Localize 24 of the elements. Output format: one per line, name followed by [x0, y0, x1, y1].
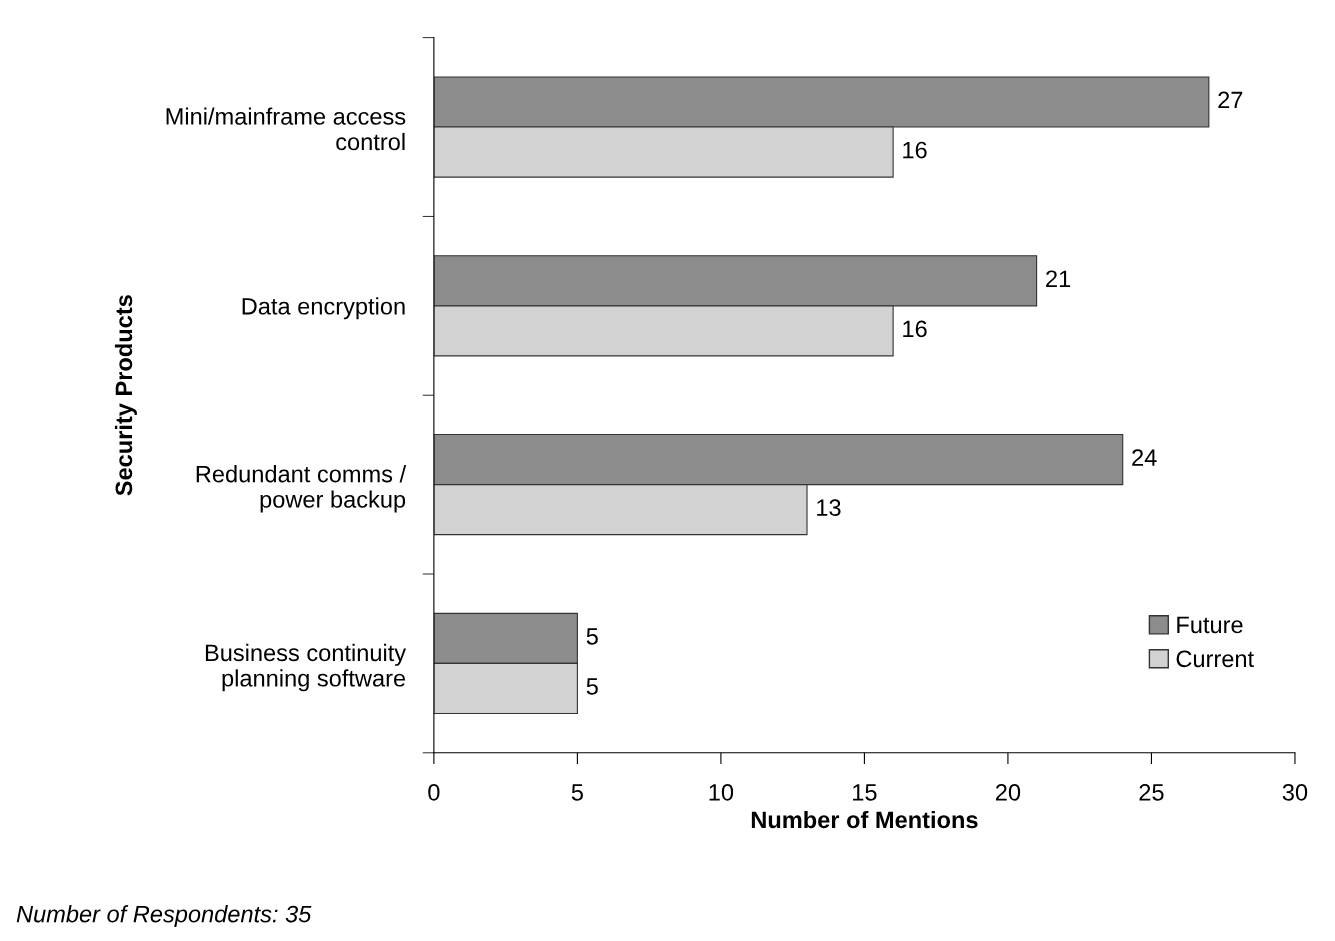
data-label: 13	[817, 499, 841, 516]
data-label: 16	[903, 141, 927, 159]
data-label: 27	[1218, 91, 1243, 109]
legend-label: Current	[1176, 650, 1254, 668]
y-tick-label: Mini/mainframe access control	[166, 107, 406, 151]
data-label: 5	[586, 628, 598, 645]
x-tick-label: 5	[571, 784, 583, 801]
x-tick-label: 10	[709, 783, 734, 801]
legend-label: Future	[1177, 616, 1243, 634]
data-label: 24	[1132, 449, 1157, 466]
y-tick-label: Data encryption	[242, 297, 405, 320]
y-tick-label: Business continuity planning software	[205, 643, 407, 692]
x-tick-label: 15	[853, 784, 877, 801]
data-label: 5	[586, 678, 598, 695]
x-axis-title: Number of Mentions	[751, 810, 978, 829]
x-tick-label: 20	[995, 783, 1021, 801]
data-label: 21	[1046, 270, 1071, 287]
y-axis-title: Security Products	[114, 295, 137, 496]
data-label: 16	[903, 320, 927, 338]
x-tick-label: 25	[1139, 783, 1164, 801]
y-tick-label: Redundant comms / power backup	[196, 465, 407, 513]
text: Number of Respondents: 35	[16, 905, 312, 928]
x-tick-label: 30	[1282, 783, 1308, 801]
x-tick-label: 0	[428, 783, 440, 801]
